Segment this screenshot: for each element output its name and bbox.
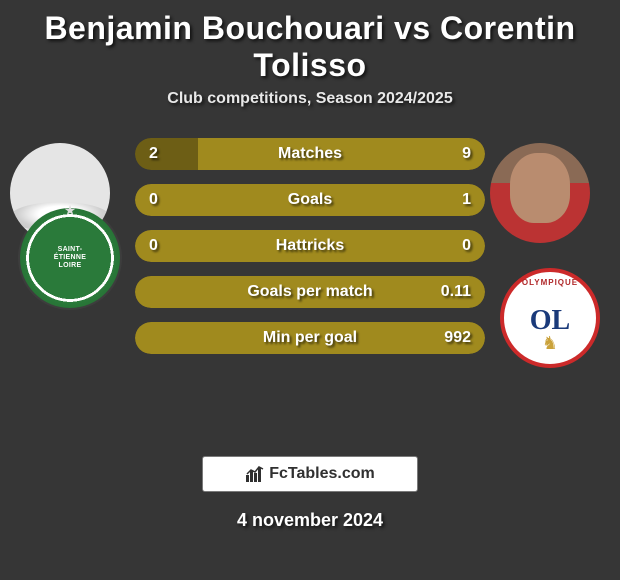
stat-label: Hattricks	[135, 230, 485, 262]
stat-label: Goals	[135, 184, 485, 216]
player1-club-logo: SAINT- ÉTIENNE LOIRE	[20, 208, 120, 308]
stat-bar: 2Matches9	[135, 138, 485, 170]
stat-label: Min per goal	[135, 322, 485, 354]
stat-label: Matches	[135, 138, 485, 170]
stat-right-value: 1	[462, 184, 471, 216]
stat-right-value: 0.11	[441, 276, 471, 308]
comparison-subtitle: Club competitions, Season 2024/2025	[0, 90, 620, 108]
stat-bar: 0Hattricks0	[135, 230, 485, 262]
stat-right-value: 992	[444, 322, 471, 354]
comparison-panel: SAINT- ÉTIENNE LOIRE OLYMPIQUE OL ♞ 2Mat…	[0, 138, 620, 438]
player2-club-short: OL	[530, 308, 570, 333]
brand-box: FcTables.com	[202, 456, 418, 492]
comparison-date: 4 november 2024	[0, 510, 620, 531]
stat-bar: 0Goals1	[135, 184, 485, 216]
stat-right-value: 9	[462, 138, 471, 170]
player1-club-text: SAINT- ÉTIENNE LOIRE	[54, 246, 86, 269]
player2-club-logo: OLYMPIQUE OL ♞	[500, 268, 600, 368]
stat-label: Goals per match	[135, 276, 485, 308]
stat-right-value: 0	[462, 230, 471, 262]
stats-bars: 2Matches90Goals10Hattricks0Goals per mat…	[135, 138, 485, 368]
chart-icon	[245, 465, 265, 483]
player2-photo	[490, 143, 590, 243]
brand-text: FcTables.com	[269, 465, 375, 483]
lion-icon: ♞	[542, 333, 558, 354]
stat-bar: Goals per match0.11	[135, 276, 485, 308]
comparison-title: Benjamin Bouchouari vs Corentin Tolisso	[0, 0, 620, 90]
stat-bar: Min per goal992	[135, 322, 485, 354]
